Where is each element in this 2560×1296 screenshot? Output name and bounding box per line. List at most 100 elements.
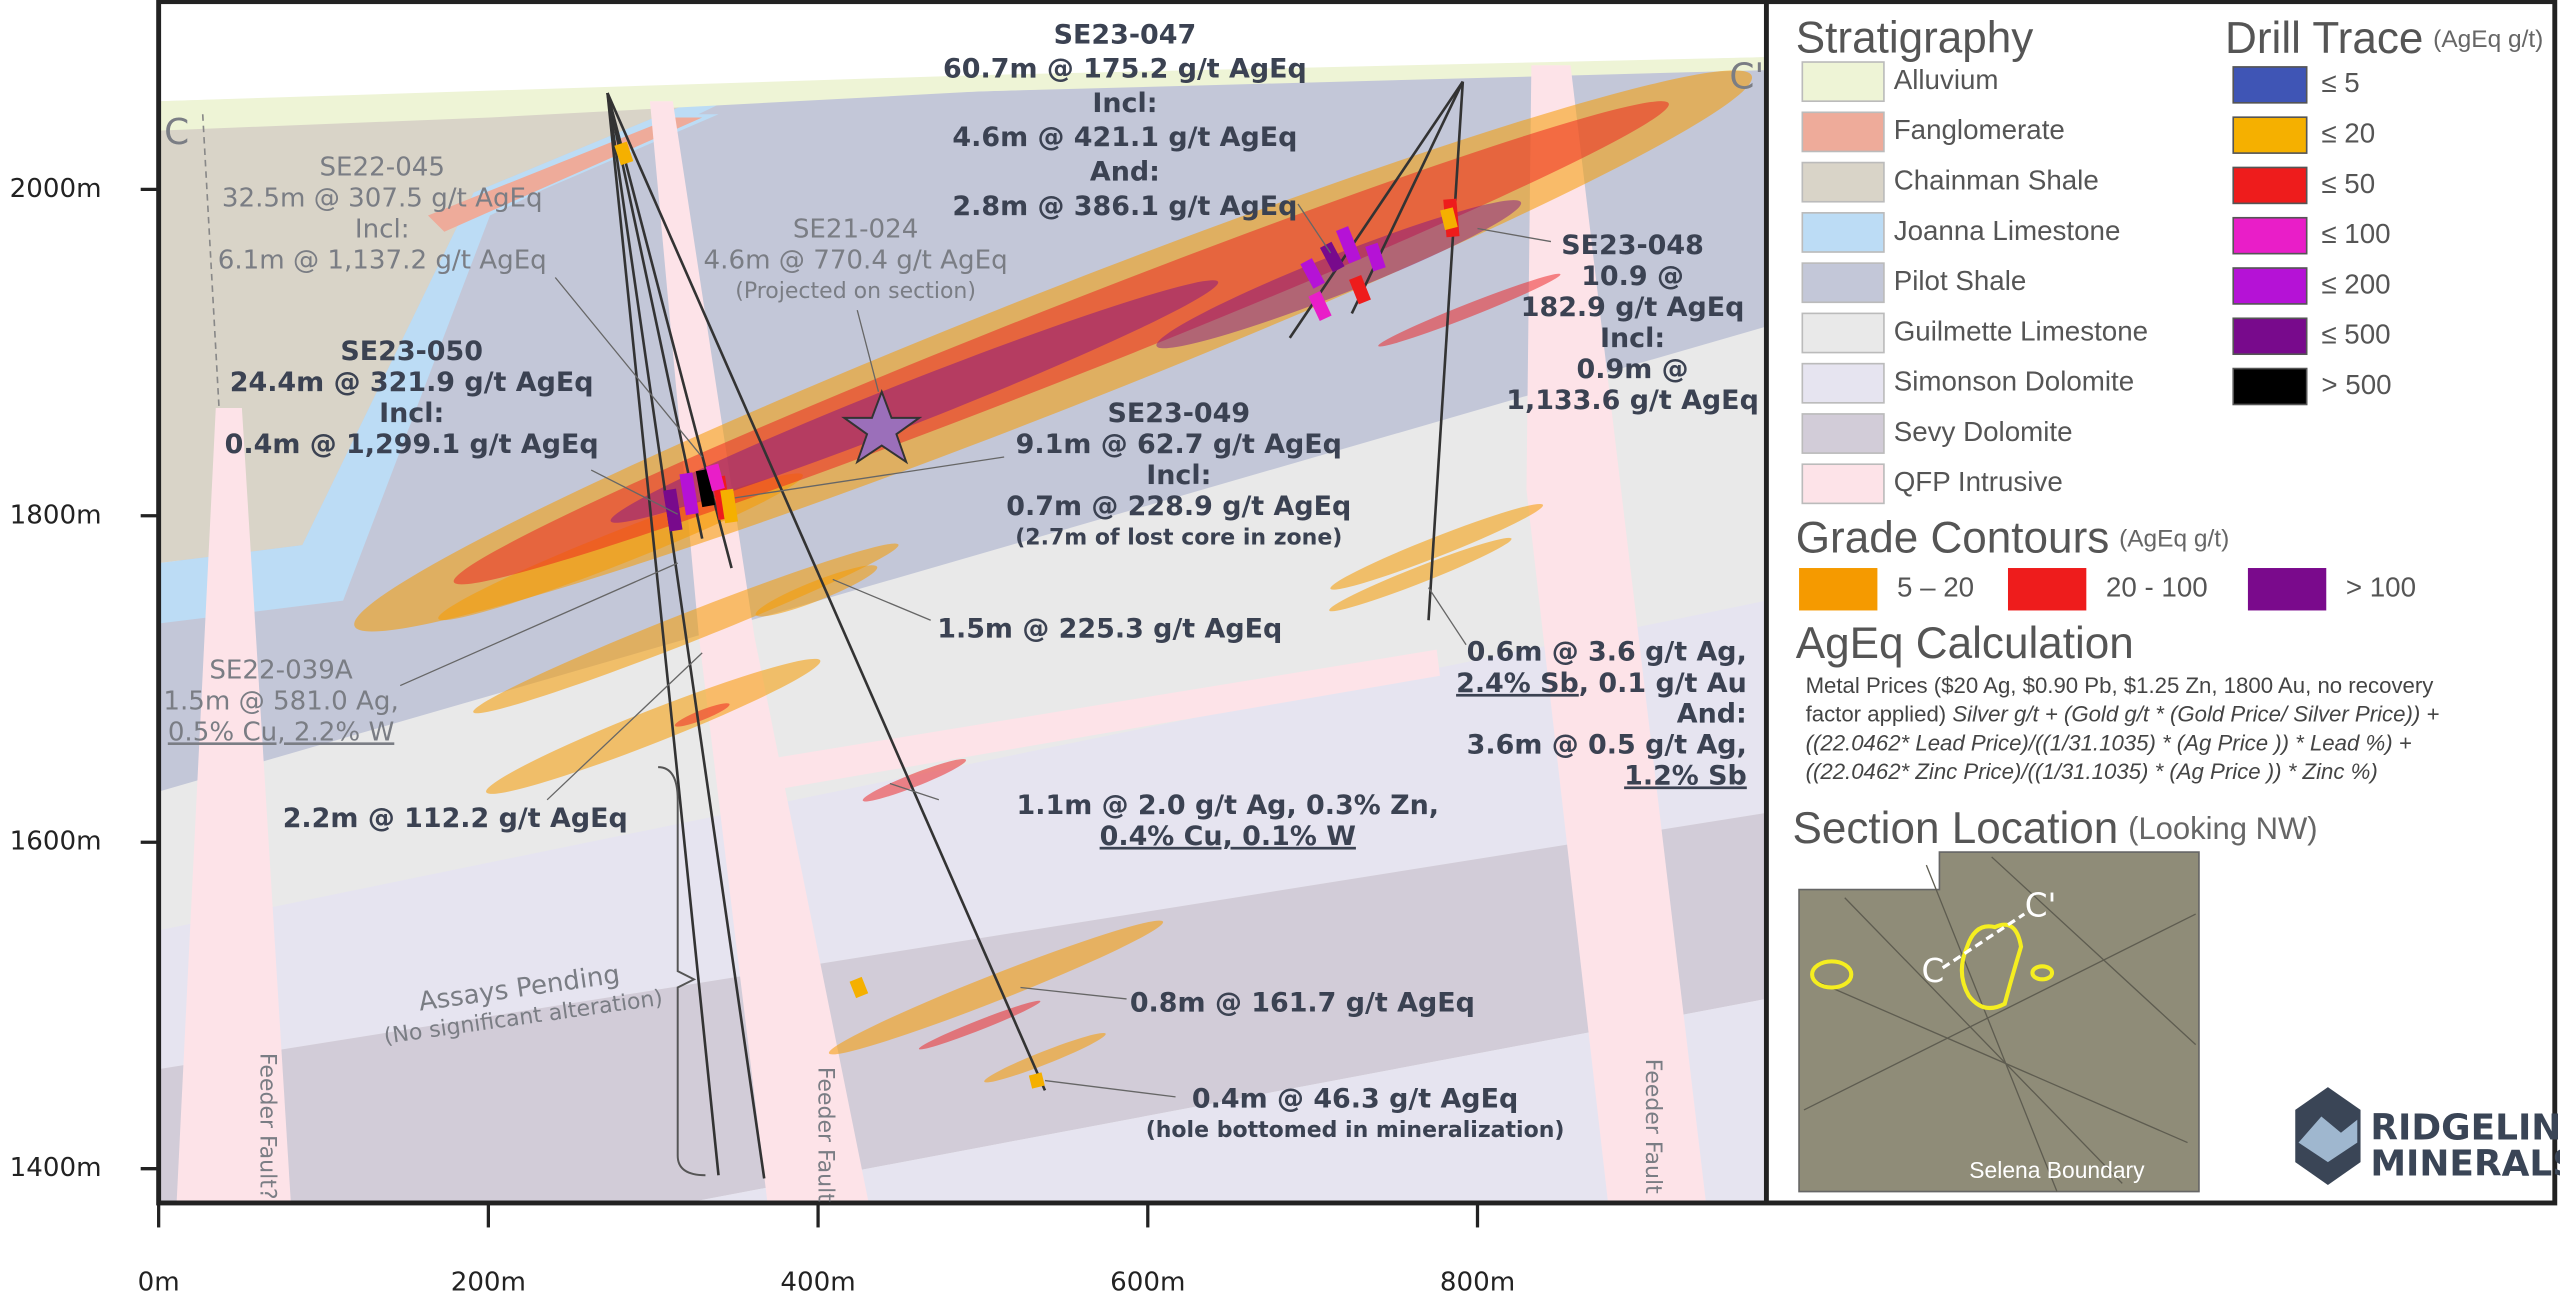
logo-text: MINERALS [2370,1143,2560,1184]
grade-contour [1329,537,1512,612]
annotation: 1.1m @ 2.0 g/t Ag, 0.3% Zn,0.4% Cu, 0.1%… [1017,790,1439,852]
alluvium [158,57,1767,131]
drill-trace-interval [1349,275,1371,305]
legend-swatch [2232,216,2308,255]
annotation-piece: , 0.1 g/t Au [1579,667,1747,698]
leader-line [832,578,931,621]
legend-label: QFP Intrusive [1894,466,2063,497]
drill-trace-interval [1335,226,1362,264]
calc-line: Metal Prices ($20 Ag, $0.90 Pb, $1.25 Zn… [1806,673,2435,698]
annotation-line: SE23-049 [1107,398,1250,429]
annotation-line: Incl: [379,398,444,429]
qfp-intrusive [1526,65,1707,1203]
annotation-line: 0.9m @ [1577,354,1689,385]
legend-swatch [1801,262,1885,304]
legend-swatch [1801,111,1885,153]
legend-swatch [1801,463,1885,505]
drill-hole [606,92,766,1179]
drill-trace-interval [705,463,725,492]
annotation-line: 0.4% Cu, 0.1% W [1100,821,1356,852]
x-tick-label: 800m [1440,1267,1515,1296]
drill-trace-interval [1308,291,1332,322]
leader-line [546,652,703,801]
leader-line [1427,587,1467,646]
leader-line [554,277,703,458]
annotation-line: 10.9 @ [1581,261,1684,292]
annotation-line: 0.5% Cu, 2.2% W [168,717,394,747]
drill-trace-interval [663,488,683,532]
annotation-line: 32.5m @ 307.5 g/t AgEq [222,184,543,214]
legend-label: Fanglomerate [1894,114,2065,145]
grade-contour [828,920,1164,1055]
annotation-line: 9.1m @ 62.7 g/t AgEq [1016,429,1342,460]
annotation-line: 4.6m @ 770.4 g/t AgEq [704,246,1008,276]
legend-swatch [1801,161,1885,203]
annotation-line: 1,133.6 g/t AgEq [1506,385,1759,416]
drill-trace-interval [695,468,716,508]
grade-contour [984,1033,1106,1083]
logo-icon [2298,1116,2358,1163]
annotation-line: Incl: [355,215,410,245]
map-road [1991,856,2197,1046]
chainman-shale [158,104,686,564]
annotation-line: 4.6m @ 421.1 g/t AgEq [952,122,1297,153]
annotation-line: 0.4m @ 1,299.1 g/t AgEq [225,429,599,460]
calc-piece: factor applied) [1806,702,1953,727]
y-tick-label: 1600m [10,827,102,857]
legend-swatch [1801,312,1885,354]
calc-piece: ((22.0462* Lead Price)/((1/31.1035) * (A… [1806,730,2412,755]
legend-title-text: Drill Trace [2225,13,2423,62]
annotation-line: And: [1090,157,1160,188]
grade-contour [862,758,967,802]
fanglomerate [427,117,703,232]
annotation: 0.8m @ 161.7 g/t AgEq [1130,987,1475,1018]
drill-trace-interval [614,141,634,166]
map-road [1844,897,2123,1184]
legend-swatch [2232,267,2308,305]
map-label: C [1922,952,1945,990]
annotation-line: 2.4% Sb, 0.1 g/t Au [1456,667,1747,698]
section-end-line [201,114,220,409]
drill-trace-interval [849,976,869,999]
leader-line [889,782,940,801]
legend-title: AgEq Calculation [1796,619,2134,668]
sky [158,0,1767,102]
leader-line [590,469,678,515]
annotation-line: SE21-024 [793,215,919,245]
legend-swatch [2007,568,2087,611]
annotation: 1.5m @ 225.3 g/t AgEq [937,614,1282,645]
annotation-line: 60.7m @ 175.2 g/t AgEq [943,54,1307,85]
grade-contour [453,101,1669,585]
legend-swatch [2232,166,2308,205]
legend-label: Guilmette Limestone [1894,315,2148,346]
x-tick-label: 0m [138,1267,180,1296]
legend-title-text: Grade Contours [1796,513,2109,562]
legend-swatch [1799,568,1878,611]
legend-title: Section Location (Looking NW) [1793,803,2318,852]
legend-label: Alluvium [1894,64,1999,95]
legend-swatch [2232,116,2308,154]
drill-trace-interval [1028,1072,1045,1089]
legend-label: Pilot Shale [1894,265,2027,296]
calc-line: ((22.0462* Lead Price)/((1/31.1035) * (A… [1806,730,2412,755]
fault-label: Feeder Fault? [254,1053,279,1200]
drill-hole [1427,81,1465,621]
qfp-intrusive [649,101,869,1203]
drill-trace-interval [679,472,699,516]
annotation-line: 0.8m @ 161.7 g/t AgEq [1130,987,1475,1018]
y-tick-label: 2000m [10,174,102,204]
map-outline [2030,964,2055,982]
legend-unit: (AgEq g/t) [2119,526,2229,553]
annotation-line: (2.7m of lost core in zone) [1015,526,1342,551]
legend-label: > 500 [2321,369,2391,400]
legend-label: Chainman Shale [1894,164,2099,195]
drill-trace-interval [1440,207,1458,231]
map-outline [1810,959,1854,990]
map-label: Selena Boundary [1969,1157,2145,1183]
section-label: C [164,112,189,153]
